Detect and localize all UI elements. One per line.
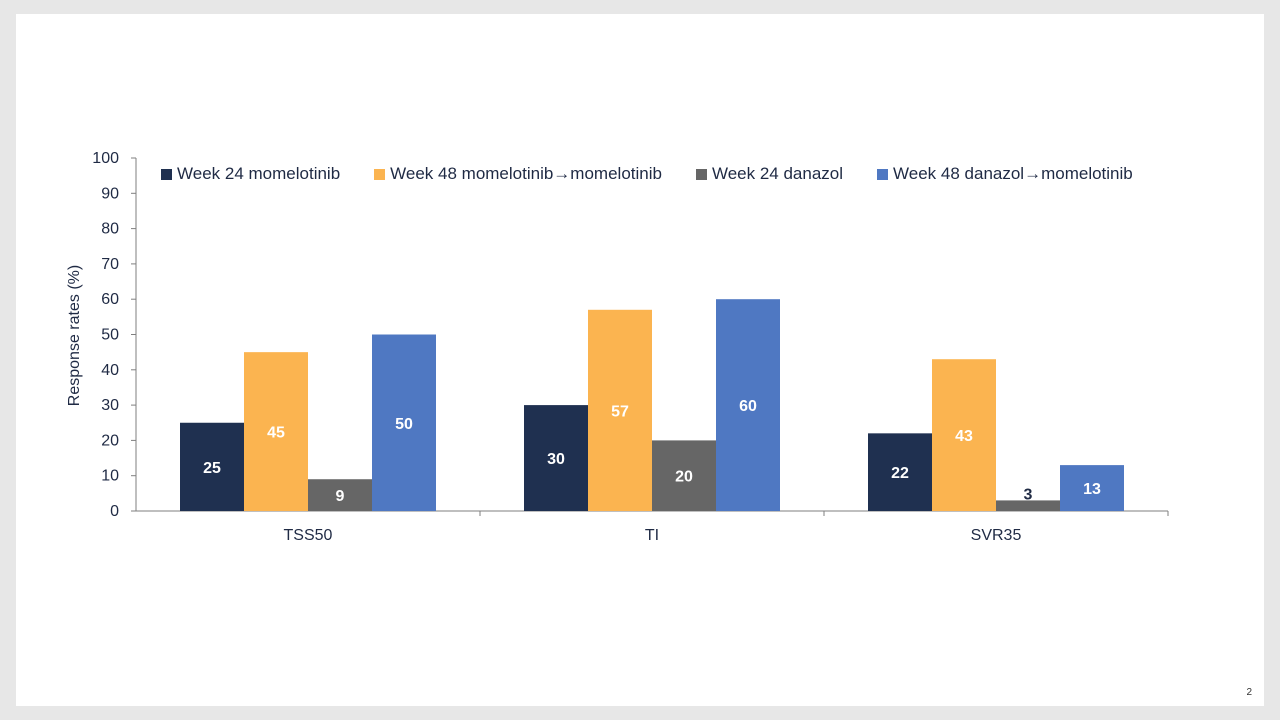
bar bbox=[588, 309, 652, 511]
bar bbox=[308, 479, 372, 511]
bar bbox=[180, 422, 244, 511]
legend-swatch bbox=[374, 168, 386, 180]
bar bbox=[524, 405, 588, 511]
bar bbox=[372, 334, 436, 511]
data-label: 30 bbox=[547, 451, 565, 468]
legend-item: Week 24 momelotinib bbox=[161, 164, 340, 184]
y-tick-label: 50 bbox=[101, 327, 119, 344]
data-label: 9 bbox=[336, 488, 345, 505]
chart-legend: Week 24 momelotinib Week 48 momelotinib→m… bbox=[161, 164, 1167, 184]
x-tick-label: TI bbox=[645, 527, 659, 544]
y-tick-label: 0 bbox=[110, 503, 119, 520]
legend-item: Week 48 momelotinib→momelotinib bbox=[374, 164, 662, 184]
legend-item: Week 48 danazol→momelotinib bbox=[877, 164, 1133, 184]
legend-label: Week 24 momelotinib bbox=[177, 164, 341, 183]
bar bbox=[652, 440, 716, 511]
data-label: 57 bbox=[611, 403, 629, 420]
data-label: 43 bbox=[955, 428, 973, 445]
x-tick-label: TSS50 bbox=[284, 527, 333, 544]
page-number: 2 bbox=[1246, 687, 1252, 698]
bar bbox=[716, 299, 780, 511]
y-tick-label: 30 bbox=[101, 397, 119, 414]
data-label: 60 bbox=[739, 398, 757, 415]
bar-chart: 0 10 20 30 40 50 60 70 80 90 100 Response rates (%)… bbox=[66, 150, 1169, 544]
legend-swatch bbox=[161, 168, 172, 180]
legend-item: Week 24 danazol bbox=[695, 164, 844, 184]
data-label: 50 bbox=[395, 416, 413, 433]
y-tick-label: 10 bbox=[101, 468, 119, 485]
y-tick-label: 70 bbox=[101, 256, 119, 273]
y-tick-label: 40 bbox=[101, 362, 119, 379]
bar bbox=[868, 433, 932, 511]
y-tick-label: 100 bbox=[92, 150, 119, 167]
y-tick-label: 80 bbox=[101, 221, 119, 238]
y-tick-label: 90 bbox=[101, 185, 119, 202]
bar bbox=[244, 352, 308, 511]
data-label: 20 bbox=[675, 469, 693, 486]
bar bbox=[932, 359, 996, 511]
legend-label: Week 24 danazol bbox=[711, 164, 844, 183]
bar bbox=[996, 500, 1060, 511]
data-label: 22 bbox=[891, 465, 909, 482]
data-label: 13 bbox=[1083, 481, 1101, 498]
x-tick-label: SVR35 bbox=[971, 527, 1022, 544]
data-label: 3 bbox=[1024, 486, 1033, 503]
y-tick-label: 60 bbox=[101, 291, 119, 308]
slide: 0 10 20 30 40 50 60 70 80 90 100 Response rates (%)… bbox=[16, 14, 1264, 706]
data-label: 45 bbox=[267, 425, 285, 442]
legend-label: Week 48 momelotinib→momelotinib bbox=[390, 164, 662, 183]
y-axis-title: Response rates (%) bbox=[66, 265, 83, 406]
data-label: 25 bbox=[203, 460, 221, 477]
bar bbox=[1060, 465, 1124, 511]
legend-swatch bbox=[877, 168, 889, 180]
y-tick-label: 20 bbox=[101, 432, 119, 449]
legend-label: Week 48 danazol→momelotinib bbox=[893, 164, 1133, 183]
legend-swatch bbox=[695, 168, 707, 180]
